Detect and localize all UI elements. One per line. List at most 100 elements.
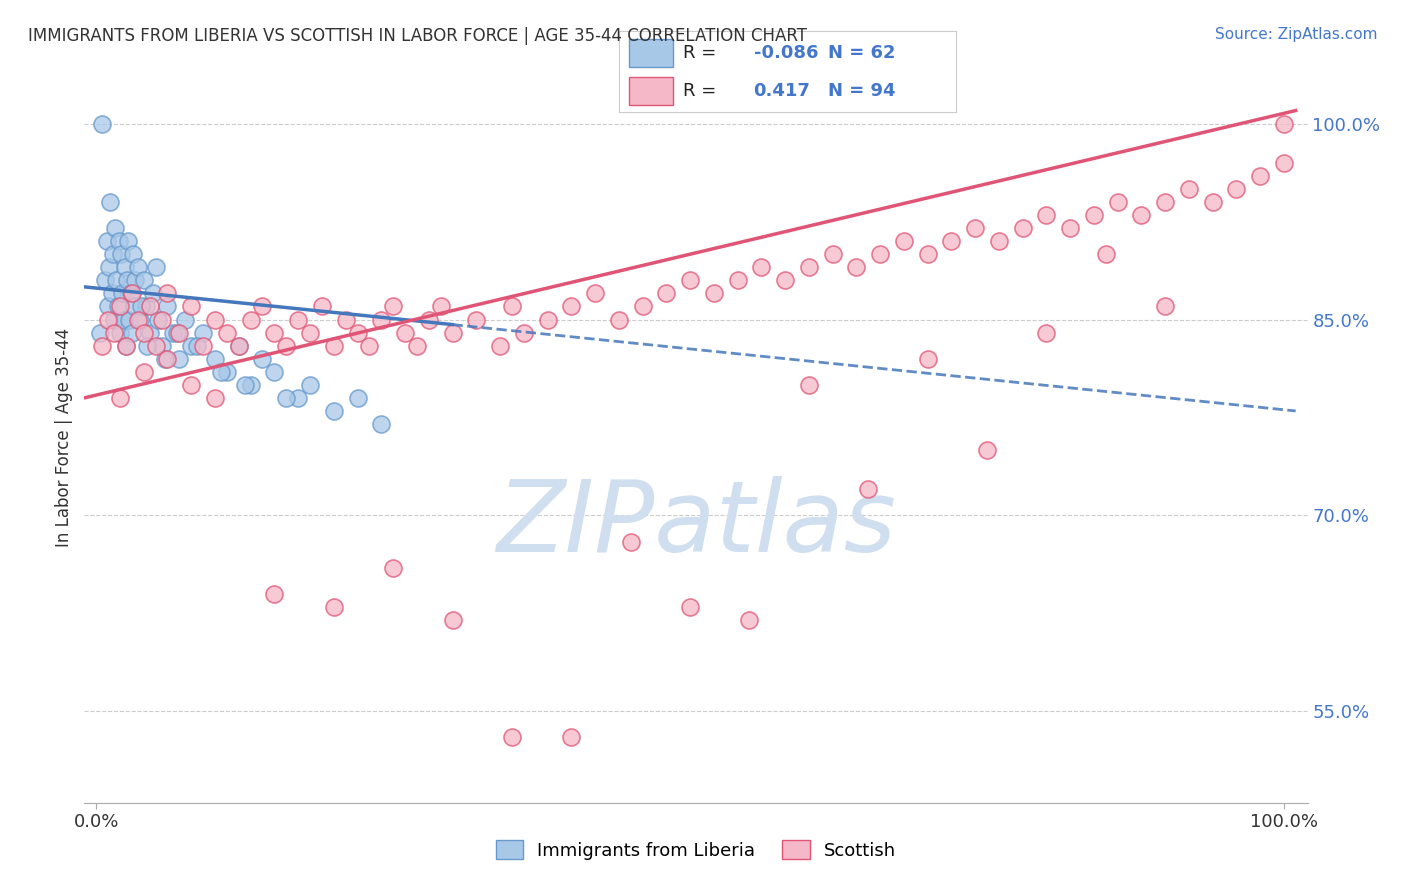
Point: [394, 326, 416, 340]
Point: [1201, 194, 1223, 209]
Point: [322, 404, 344, 418]
Point: [96, 234, 118, 248]
Point: [204, 391, 226, 405]
Point: [89, 326, 111, 340]
Point: [252, 351, 274, 366]
Point: [917, 247, 939, 261]
Point: [112, 312, 135, 326]
Point: [121, 326, 143, 340]
Point: [489, 339, 512, 353]
Point: [501, 731, 523, 745]
Point: [186, 339, 208, 353]
Point: [845, 260, 868, 275]
Point: [263, 587, 285, 601]
Y-axis label: In Labor Force | Age 35-44: In Labor Force | Age 35-44: [55, 327, 73, 547]
Point: [1059, 221, 1081, 235]
Point: [856, 483, 879, 497]
Point: [298, 326, 321, 340]
Text: IMMIGRANTS FROM LIBERIA VS SCOTTISH IN LABOR FORCE | AGE 35-44 CORRELATION CHART: IMMIGRANTS FROM LIBERIA VS SCOTTISH IN L…: [28, 27, 807, 45]
Point: [560, 300, 582, 314]
Point: [322, 339, 344, 353]
Point: [180, 377, 202, 392]
Point: [346, 391, 368, 405]
Text: R =: R =: [683, 45, 721, 62]
Point: [583, 286, 606, 301]
Point: [136, 339, 159, 353]
Point: [156, 300, 179, 314]
Point: [501, 300, 523, 314]
Point: [536, 312, 558, 326]
Point: [941, 234, 963, 248]
Point: [560, 731, 582, 745]
Point: [1035, 208, 1057, 222]
Point: [1225, 182, 1247, 196]
Point: [631, 300, 654, 314]
Point: [276, 339, 298, 353]
Point: [156, 351, 179, 366]
Point: [111, 286, 134, 301]
Point: [1249, 169, 1271, 183]
Point: [204, 351, 226, 366]
Point: [91, 117, 114, 131]
Point: [976, 443, 998, 458]
Point: [132, 326, 155, 340]
Point: [101, 247, 124, 261]
Point: [963, 221, 986, 235]
Point: [135, 300, 157, 314]
Point: [118, 312, 141, 326]
Point: [370, 417, 392, 431]
Point: [382, 300, 405, 314]
Point: [620, 534, 643, 549]
Point: [287, 312, 309, 326]
Point: [124, 273, 146, 287]
Point: [797, 260, 820, 275]
Point: [1083, 208, 1105, 222]
Point: [121, 286, 143, 301]
Point: [142, 286, 165, 301]
Point: [359, 339, 381, 353]
Point: [346, 326, 368, 340]
Point: [129, 312, 152, 326]
Point: [441, 613, 464, 627]
Point: [150, 339, 173, 353]
Point: [335, 312, 357, 326]
Point: [115, 273, 138, 287]
Point: [821, 247, 844, 261]
Point: [322, 599, 344, 614]
Point: [406, 339, 429, 353]
Point: [131, 300, 153, 314]
Point: [727, 273, 749, 287]
Point: [239, 377, 262, 392]
Point: [1154, 300, 1177, 314]
Point: [679, 599, 702, 614]
Point: [100, 286, 122, 301]
Point: [228, 339, 250, 353]
Point: [204, 312, 226, 326]
Point: [215, 365, 238, 379]
Point: [97, 312, 120, 326]
Point: [370, 312, 392, 326]
Point: [115, 339, 138, 353]
Point: [156, 286, 179, 301]
Point: [869, 247, 891, 261]
Point: [311, 300, 333, 314]
Point: [418, 312, 440, 326]
Point: [138, 300, 160, 314]
Point: [120, 286, 142, 301]
Point: [103, 326, 125, 340]
Point: [191, 326, 214, 340]
Text: Source: ZipAtlas.com: Source: ZipAtlas.com: [1215, 27, 1378, 42]
Point: [797, 377, 820, 392]
Point: [703, 286, 725, 301]
Point: [773, 273, 796, 287]
Point: [115, 339, 138, 353]
Point: [105, 273, 128, 287]
Text: 0.417: 0.417: [754, 82, 810, 100]
Point: [1154, 194, 1177, 209]
Point: [169, 326, 191, 340]
Point: [93, 273, 115, 287]
Point: [107, 300, 129, 314]
Text: R =: R =: [683, 82, 721, 100]
Point: [104, 221, 127, 235]
Point: [1130, 208, 1153, 222]
